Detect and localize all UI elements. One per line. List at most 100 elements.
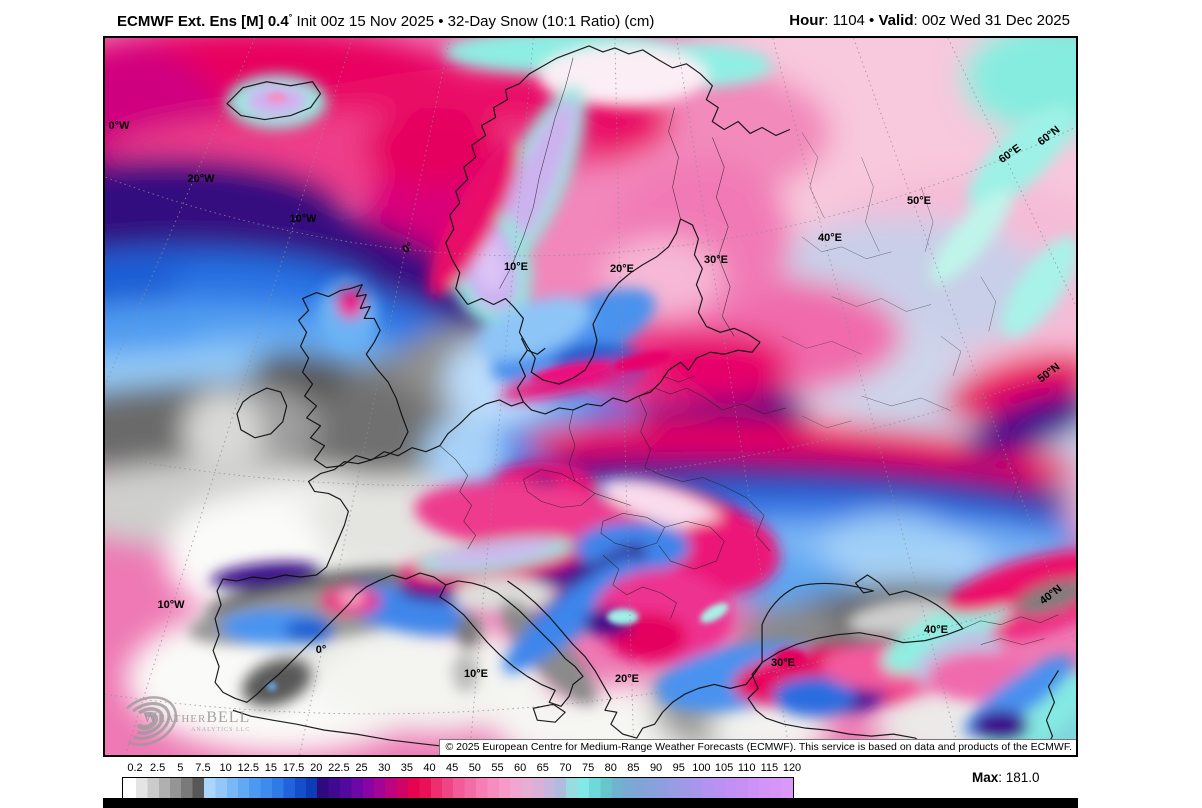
colorbar-segment: [158, 778, 182, 799]
coordinate-label: 50°E: [907, 195, 931, 207]
coordinate-label: 60°N: [1035, 123, 1063, 149]
max-label: Max: [972, 770, 999, 785]
legend-tick: 55: [491, 762, 504, 774]
colorbar-segment: [498, 778, 522, 799]
colorbar-segment: [543, 778, 567, 799]
valid-time-header: Hour: 1104 • Valid: 00z Wed 31 Dec 2025: [789, 12, 1070, 29]
copyright-notice: © 2025 European Centre for Medium-Range …: [439, 739, 1076, 755]
legend-tick: 20: [310, 762, 323, 774]
coordinate-label: 0°: [315, 644, 327, 656]
legend-tick: 110: [737, 762, 756, 774]
colorbar-segment: [249, 778, 272, 799]
legend-tick: 0.2: [127, 762, 143, 774]
russia-oblast-borders: [781, 132, 1021, 501]
coordinate-label: 0°: [400, 240, 416, 256]
legend-tick: 45: [446, 762, 459, 774]
colorbar-lead-segment: [123, 778, 136, 799]
colorbar-segment: [271, 778, 295, 799]
colorbar-segment: [226, 778, 250, 799]
legend-tick: 100: [692, 762, 711, 774]
legend-tick: 60: [514, 762, 527, 774]
colorbar-segment: [725, 778, 748, 799]
coordinate-label: 10°W: [157, 599, 185, 611]
map-title: ECMWF Ext. Ens [M] 0.4° Init 00z 15 Nov …: [117, 12, 654, 30]
coordinate-label: 20°E: [610, 263, 634, 275]
colorbar-segment: [385, 778, 408, 799]
hour-value: : 1104 •: [824, 12, 879, 29]
valid-value: : 00z Wed 31 Dec 2025: [913, 12, 1071, 29]
valid-label: Valid: [878, 12, 914, 29]
colorbar-segment: [566, 778, 590, 799]
colorbar-segment: [294, 778, 318, 799]
graticule-lines: [105, 38, 1076, 755]
colorbar-segment: [589, 778, 612, 799]
watermark-brand-bell: BELL: [206, 709, 251, 726]
legend-tick: 115: [760, 762, 779, 774]
coordinate-label: 10°W: [289, 213, 317, 225]
legend-tick: 10: [219, 762, 232, 774]
colorbar-segment: [747, 778, 771, 799]
colorbar-segment: [339, 778, 363, 799]
colorbar-segment: [453, 778, 476, 799]
snowfall-map: 0°W 20°W 10°W 0° 10°E 20°E 30°E 40°E 50°E 60°E 60°…: [103, 36, 1078, 757]
coordinate-label: 20°W: [187, 173, 215, 185]
coordinate-label: 40°E: [818, 232, 842, 244]
legend-tick: 105: [714, 762, 734, 774]
coastline-borders: [212, 45, 1059, 755]
colorbar-segment: [657, 778, 680, 799]
title-init-info: Init 00z 15 Nov 2025 • 32-Day Snow (10:1…: [292, 13, 655, 30]
legend-tick: 50: [468, 762, 481, 774]
colorbar-segment: [702, 778, 726, 799]
medium-color-features: [188, 38, 1076, 755]
legend-tick: 95: [672, 762, 685, 774]
small-color-details: [266, 92, 806, 691]
legend-tick: 5: [177, 762, 184, 774]
colorbar-segment: [181, 778, 204, 799]
legend-tick: 15: [264, 762, 278, 774]
legend-tick: 12.5: [237, 762, 259, 774]
legend-tick: 7.5: [195, 762, 211, 774]
watermark-brand-weather: Weather: [143, 710, 207, 726]
legend-tick-labels: 0.2 2.5 5 7.5 10 12.5 15 17.5 20 22.5 25 30 35 40 45 50…: [122, 762, 801, 776]
title-model: ECMWF Ext. Ens [M] 0.4: [117, 13, 289, 30]
colorbar-segment: [770, 778, 794, 799]
coordinate-label: 50°N: [1035, 360, 1063, 386]
legend-tick: 35: [400, 762, 413, 774]
colorbar-segment: [203, 778, 227, 799]
max-value-label: Max: 181.0: [972, 770, 1040, 785]
coordinate-label: 10°E: [504, 261, 528, 273]
country-borders: [439, 57, 1059, 645]
legend-tick: 75: [581, 762, 595, 774]
page-header: ECMWF Ext. Ens [M] 0.4° Init 00z 15 Nov …: [103, 9, 1078, 35]
coordinate-label: 40°E: [924, 624, 948, 636]
coordinate-label: 10°E: [464, 668, 488, 680]
coordinate-label: 20°E: [615, 673, 639, 685]
colorbar-segment: [634, 778, 658, 799]
bottom-black-bar: [103, 798, 1078, 808]
colorbar-segment: [611, 778, 635, 799]
coordinate-label: 40°N: [1037, 582, 1065, 608]
legend-tick: 90: [649, 762, 663, 774]
legend-tick: 85: [627, 762, 640, 774]
max-value: : 181.0: [998, 770, 1040, 785]
colorbar-segment: [362, 778, 386, 799]
coordinate-label: 30°E: [704, 254, 728, 266]
coordinate-label: 0°W: [108, 120, 130, 132]
weatherbell-swirl-icon: [117, 696, 177, 746]
colorbar-segment: [136, 778, 159, 799]
legend-tick: 25: [355, 762, 368, 774]
coordinate-label: 30°E: [771, 657, 795, 669]
colorbar-segment: [679, 778, 703, 799]
legend-tick: 80: [604, 762, 617, 774]
legend-tick: 2.5: [149, 762, 166, 774]
title-degree: °: [288, 12, 293, 22]
colorbar-segment: [521, 778, 544, 799]
colorbar-segment: [317, 778, 340, 799]
legend-tick: 30: [378, 762, 391, 774]
legend-tick: 70: [559, 762, 572, 774]
legend-tick: 120: [782, 762, 802, 774]
watermark-subtitle: ANALYTICS LLC: [191, 727, 251, 733]
snowfall-field-graphic: [105, 38, 1076, 755]
legend-tick: 22.5: [328, 762, 350, 774]
hour-label: Hour: [789, 12, 825, 29]
